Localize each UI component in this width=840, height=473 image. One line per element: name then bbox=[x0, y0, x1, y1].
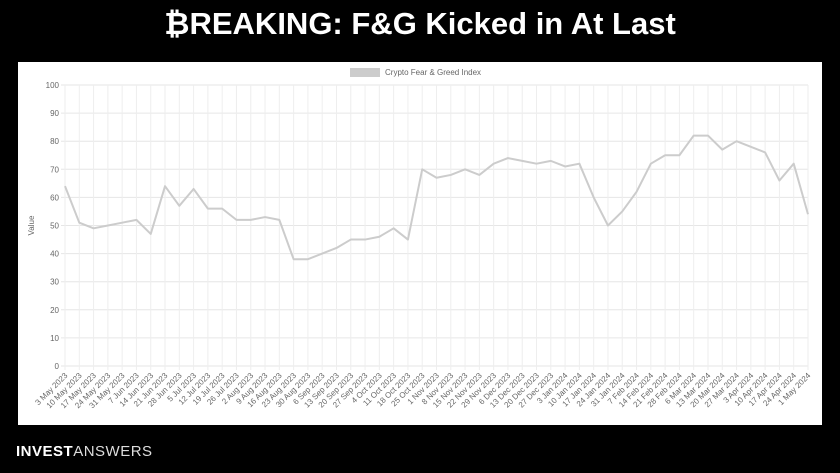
brand: INVESTANSWERS bbox=[16, 443, 153, 460]
y-tick-label: 80 bbox=[50, 137, 59, 146]
headline: ₿REAKING: F&G Kicked in At Last bbox=[164, 6, 676, 41]
y-tick-label: 100 bbox=[46, 81, 60, 90]
y-tick-label: 90 bbox=[50, 109, 59, 118]
series-line bbox=[64, 134, 809, 261]
y-axis-label: Value bbox=[27, 215, 36, 235]
y-tick-label: 50 bbox=[50, 222, 59, 231]
brand-bold: INVEST bbox=[16, 443, 74, 460]
y-tick-label: 20 bbox=[50, 306, 59, 315]
y-tick-label: 30 bbox=[50, 278, 59, 287]
y-tick-label: 60 bbox=[50, 193, 59, 202]
y-tick-label: 0 bbox=[55, 362, 60, 371]
y-tick-label: 40 bbox=[50, 250, 59, 259]
brand-light: ANSWERS bbox=[73, 443, 153, 460]
y-tick-label: 70 bbox=[50, 165, 59, 174]
legend-swatch bbox=[350, 68, 380, 77]
y-tick-label: 10 bbox=[50, 334, 59, 343]
legend-label: Crypto Fear & Greed Index bbox=[385, 68, 481, 77]
chart-background bbox=[18, 62, 822, 425]
